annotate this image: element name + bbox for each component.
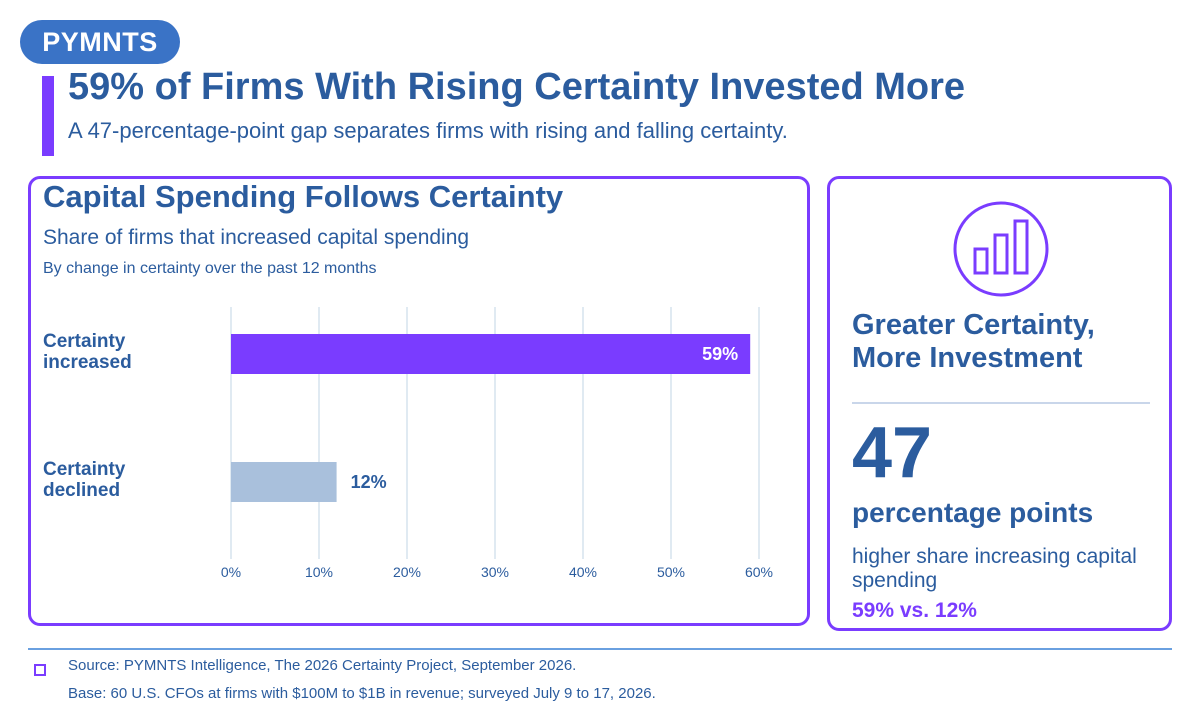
callout-heading: Greater Certainty, More Investment	[852, 309, 1152, 375]
footer-source: Source: PYMNTS Intelligence, The 2026 Ce…	[68, 657, 577, 674]
x-tick-label: 0%	[221, 564, 241, 580]
brand-badge: PYMNTS	[20, 20, 180, 64]
callout-heading-line: Greater Certainty,	[852, 309, 1095, 341]
page-subtitle: A 47-percentage-point gap separates firm…	[68, 118, 788, 143]
callout-comparison: 59% vs. 12%	[852, 599, 977, 622]
callout-heading-line: More Investment	[852, 342, 1083, 374]
chart-title: Capital Spending Follows Certainty	[43, 179, 564, 214]
data-label: 59%	[702, 344, 738, 364]
category-label-line: Certainty	[43, 331, 126, 352]
category-label-line: Certainty	[43, 459, 126, 480]
callout-number: 47	[852, 413, 933, 493]
category-label-increased: Certainty increased	[43, 331, 183, 373]
bar	[231, 462, 337, 502]
chart-caption: By change in certainty over the past 12 …	[43, 260, 377, 277]
callout-divider	[852, 402, 1150, 404]
category-label-line: increased	[43, 352, 132, 373]
category-label-line: declined	[43, 480, 121, 501]
data-label: 12%	[351, 472, 387, 492]
x-tick-label: 20%	[393, 564, 421, 580]
callout-description: higher share increasing capital spending	[852, 545, 1137, 592]
headline-accent-bar	[42, 76, 54, 156]
chart-subtitle: Share of firms that increased capital sp…	[43, 226, 470, 249]
x-tick-label: 10%	[305, 564, 333, 580]
chart-panel: Capital Spending Follows Certainty Share…	[28, 176, 810, 626]
footer-divider	[28, 648, 1172, 650]
bar-chart: 0% 10% 20% 30% 40% 50% 60% 59% 12%	[221, 307, 773, 580]
x-tick-label: 40%	[569, 564, 597, 580]
bar	[231, 334, 751, 374]
callout-unit: percentage points	[852, 497, 1094, 528]
callout-panel: Greater Certainty, More Investment 47 pe…	[827, 176, 1172, 631]
page-title: 59% of Firms With Rising Certainty Inves…	[68, 66, 966, 108]
x-tick-label: 50%	[657, 564, 685, 580]
source-checkbox-icon	[34, 664, 46, 676]
x-tick-label: 60%	[745, 564, 773, 580]
footer-base: Base: 60 U.S. CFOs at firms with $100M t…	[68, 685, 656, 702]
category-label-declined: Certainty declined	[43, 459, 183, 501]
x-tick-label: 30%	[481, 564, 509, 580]
bar-chart-icon	[953, 201, 1049, 297]
